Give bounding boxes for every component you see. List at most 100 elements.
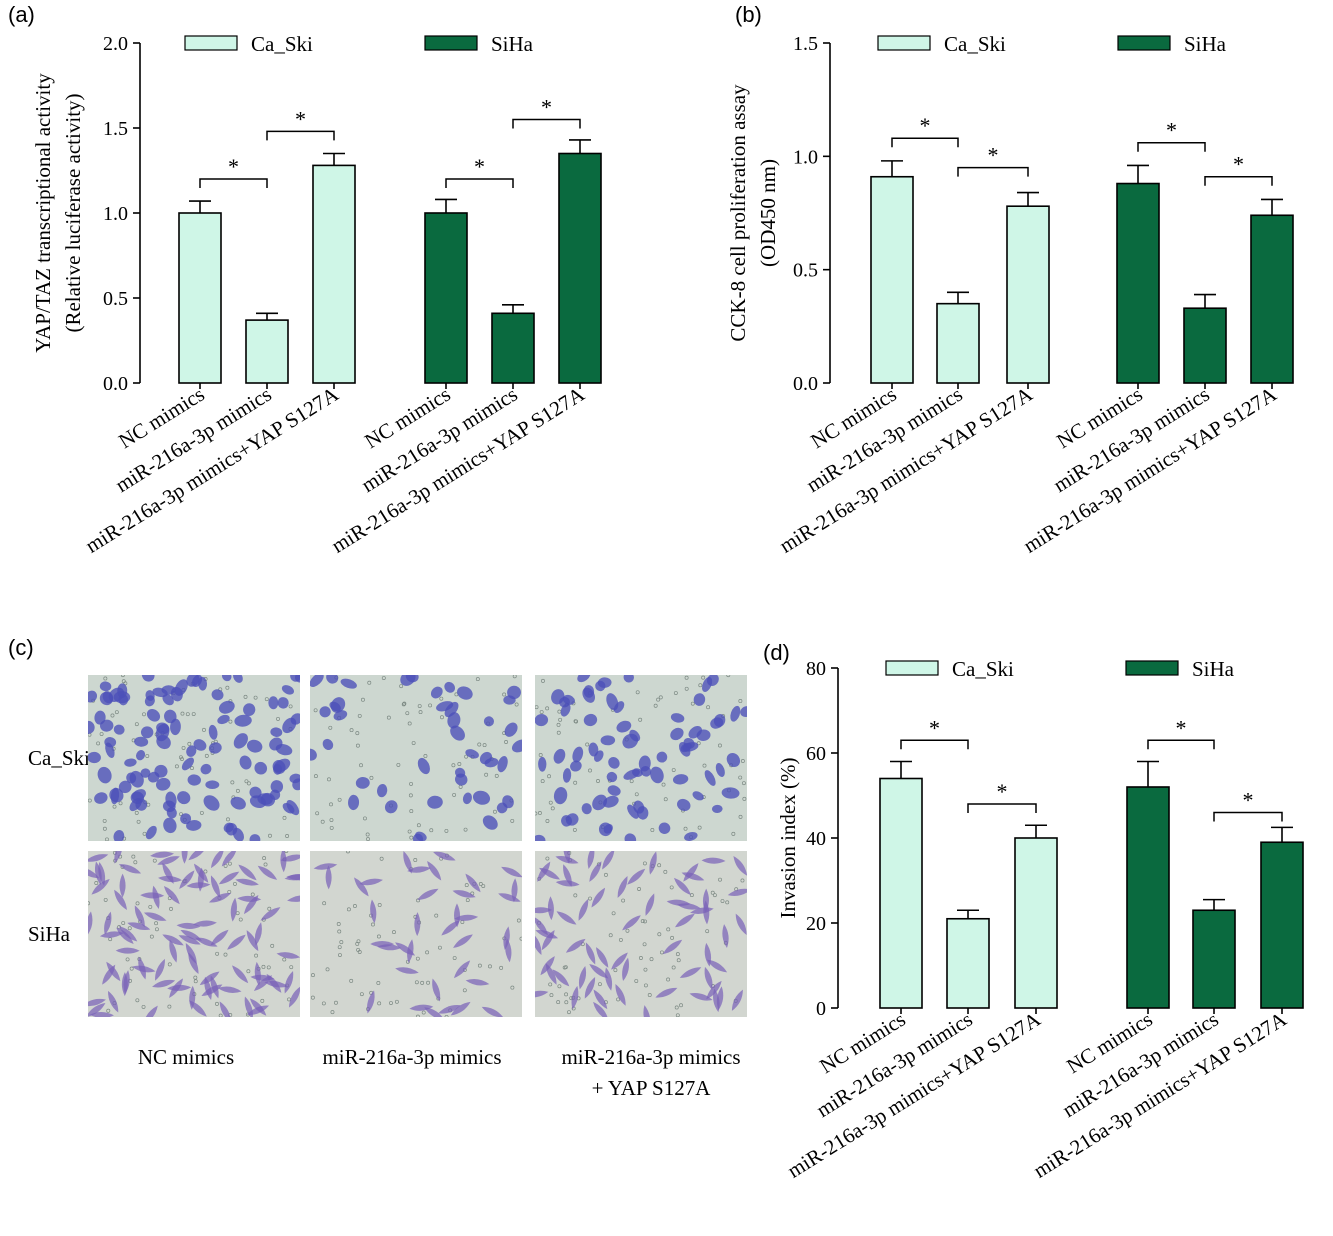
stained-cell: [693, 693, 706, 706]
stained-cell: [225, 823, 238, 836]
micrograph-panel: Ca_Ski SiHa NC mimics miR-216a-3p mimics miR…: [28, 675, 747, 1100]
membrane-pore: [392, 930, 396, 935]
stained-cell: [507, 685, 521, 700]
stained-cell: [340, 678, 357, 689]
bar: [1250, 214, 1294, 384]
membrane-pore: [267, 906, 272, 911]
stained-cell: [395, 967, 419, 974]
membrane-pore: [640, 919, 645, 924]
membrane-pore: [88, 901, 91, 906]
stained-cell: [289, 773, 300, 784]
y-tick-label: 1.0: [103, 203, 128, 225]
stained-cell: [571, 985, 579, 1010]
membrane-pore: [494, 773, 499, 778]
x-tick-label: miR-216a-3p mimics+YAP S127A: [81, 381, 343, 557]
stained-cell: [264, 980, 289, 988]
stained-cell: [150, 851, 174, 858]
stained-cell: [254, 961, 261, 986]
stained-cell: [551, 689, 565, 705]
membrane-pore: [110, 713, 115, 718]
stained-cell: [170, 686, 183, 702]
membrane-pore: [444, 828, 449, 833]
legend-label: SiHa: [1184, 32, 1227, 56]
stained-cell: [560, 703, 571, 717]
membrane-pore: [659, 950, 664, 955]
y-tick-label: 0.0: [793, 373, 818, 395]
membrane-pore: [535, 705, 539, 710]
stained-cell: [186, 675, 200, 687]
membrane-pore: [488, 964, 492, 969]
y-tick-label: 1.0: [793, 146, 818, 168]
membrane-pore: [629, 779, 634, 784]
stained-cell: [108, 990, 119, 1013]
stained-cell: [221, 675, 232, 682]
stained-cell: [286, 874, 300, 881]
stained-cell: [637, 806, 649, 820]
y-tick-label: 0.0: [103, 373, 128, 395]
y-tick-label: 0.5: [793, 260, 818, 282]
stained-cell: [218, 871, 240, 885]
membrane-pore: [409, 835, 414, 840]
legend-label: Ca_Ski: [944, 32, 1006, 56]
membrane-pore: [684, 686, 689, 691]
stained-cell: [217, 986, 242, 993]
stained-cell: [578, 965, 587, 990]
membrane-pore: [588, 768, 592, 773]
micrograph-column-label: + YAP S127A: [592, 1076, 712, 1100]
stained-cell: [208, 742, 222, 754]
stained-cell: [181, 757, 194, 771]
membrane-pore: [499, 965, 504, 970]
stained-cell: [233, 733, 248, 749]
stained-cell: [203, 795, 220, 811]
membrane-pore: [541, 678, 545, 683]
stained-cell: [270, 780, 284, 793]
significance-star: *: [929, 715, 940, 740]
stained-cell: [711, 804, 723, 813]
stained-cell: [414, 912, 421, 937]
membrane-pore: [371, 922, 375, 927]
membrane-pore: [223, 952, 228, 957]
membrane-pore: [478, 882, 483, 886]
y-tick-label: 1.5: [793, 33, 818, 55]
membrane-pore: [663, 869, 668, 874]
membrane-pore: [671, 965, 676, 970]
stained-cell: [189, 985, 196, 1010]
stained-cell: [232, 965, 249, 984]
membrane-pore: [572, 827, 577, 832]
stained-cell: [608, 757, 620, 769]
bar: [936, 302, 980, 384]
stained-cell: [290, 713, 300, 725]
stained-cell: [624, 833, 637, 841]
membrane-pore: [573, 719, 578, 724]
membrane-pore: [243, 694, 248, 699]
membrane-pore: [465, 898, 470, 903]
stained-cell: [409, 1004, 434, 1011]
stained-cell: [143, 1005, 158, 1017]
membrane-pore: [154, 921, 159, 926]
membrane-pore: [169, 906, 173, 911]
membrane-pore: [215, 1001, 219, 1006]
membrane-pore: [405, 711, 410, 716]
membrane-pore: [426, 980, 431, 985]
membrane-pore: [545, 856, 550, 861]
bar: [1192, 909, 1236, 1009]
significance-star: *: [1233, 152, 1244, 177]
stained-cell: [623, 675, 634, 683]
stained-cell: [638, 755, 651, 772]
stained-cell: [538, 756, 547, 772]
stained-cell: [192, 920, 217, 927]
membrane-pore: [407, 721, 412, 726]
stained-cell: [169, 939, 177, 963]
y-axis-title: (OD450 nm): [756, 159, 780, 267]
membrane-pore: [321, 1001, 326, 1006]
stained-cell: [676, 903, 701, 910]
stained-cell: [607, 785, 621, 796]
stained-cell: [140, 726, 154, 739]
membrane-pore: [408, 793, 413, 798]
membrane-pore: [738, 699, 743, 703]
stained-cell: [733, 856, 747, 876]
membrane-pore: [238, 917, 243, 922]
stained-cell: [177, 791, 191, 805]
stained-cell: [501, 866, 522, 878]
membrane-pore: [464, 754, 469, 759]
